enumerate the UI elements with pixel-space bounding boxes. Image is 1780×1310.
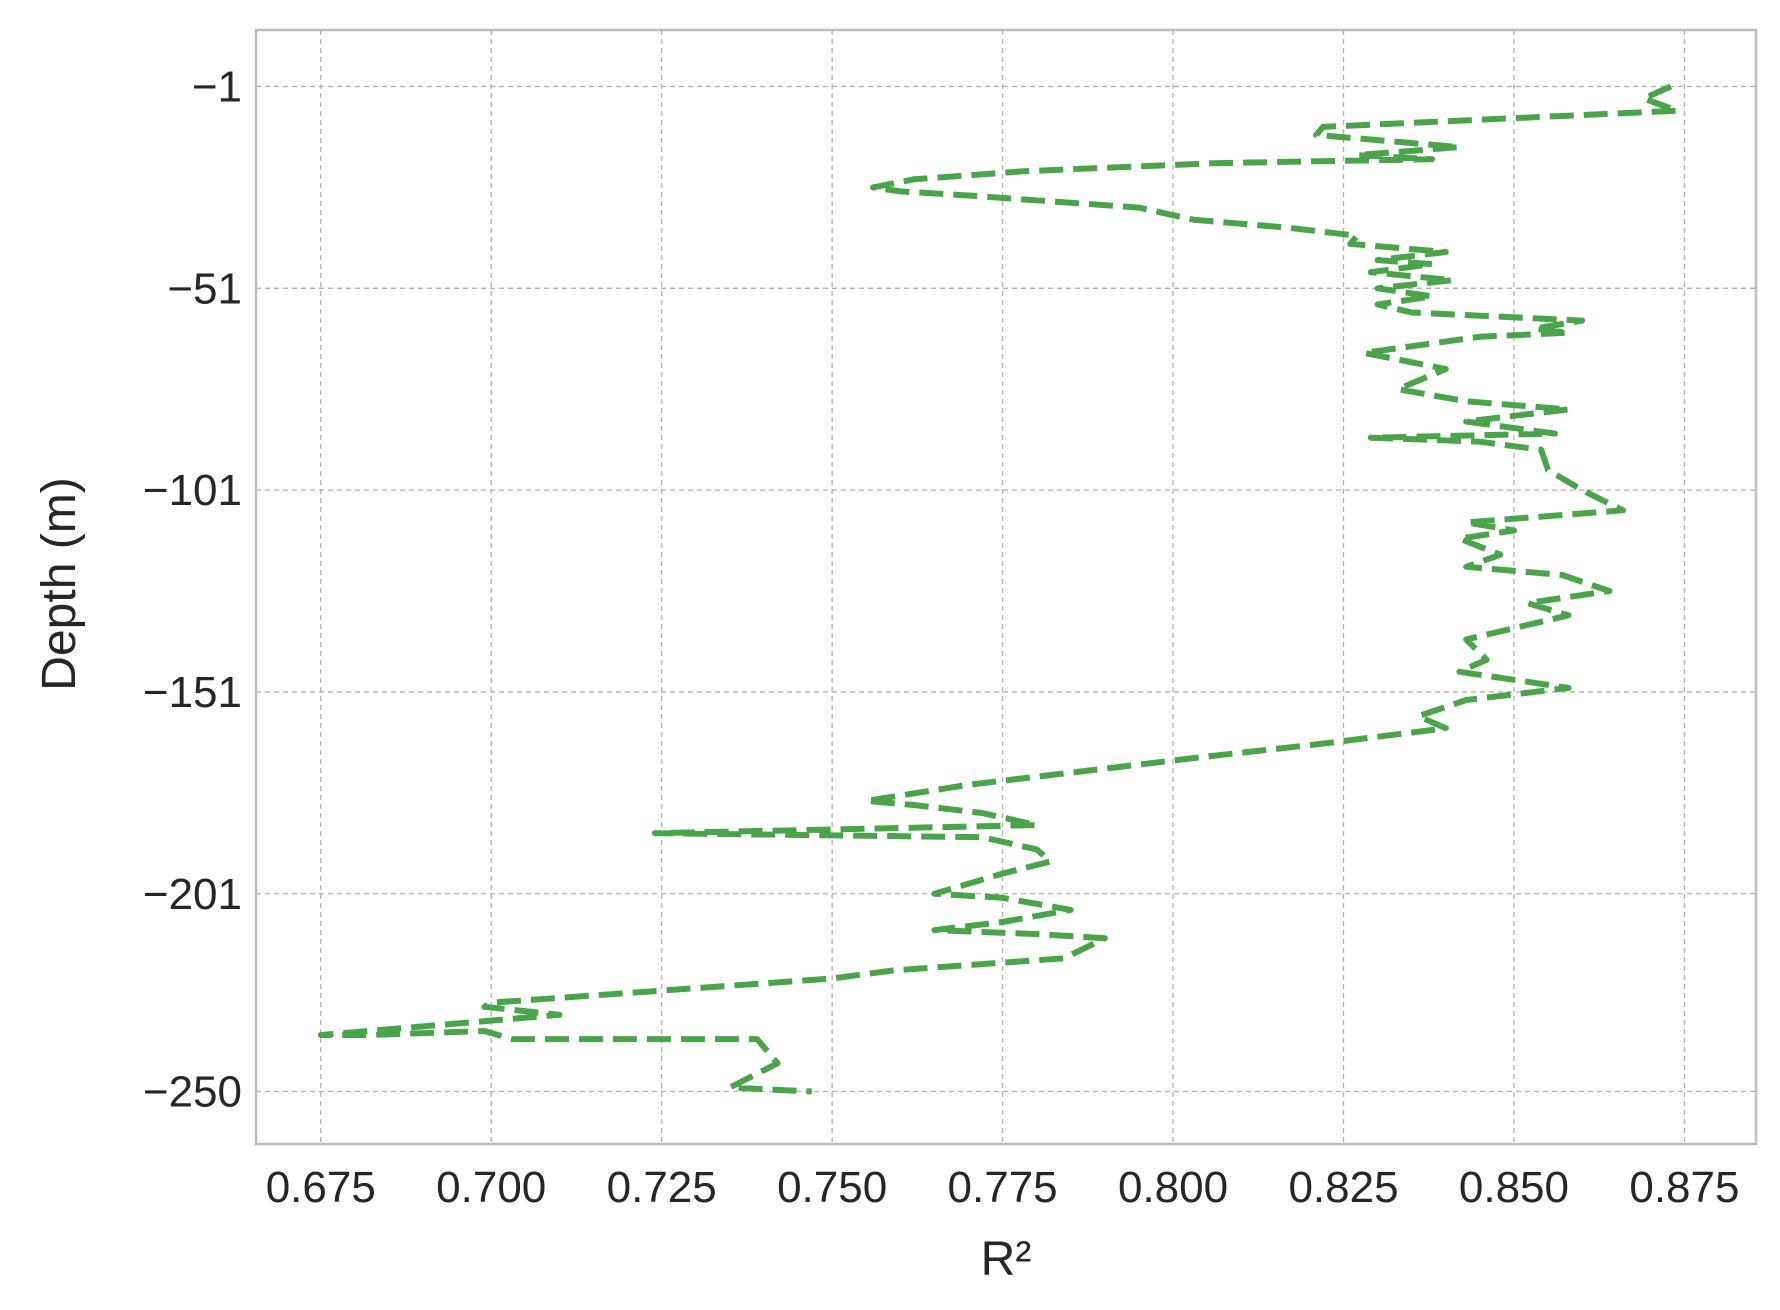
vertical-grid-lines [320,30,1686,1144]
y-tick-label: −51 [167,264,242,313]
x-tick-label: 0.775 [948,1163,1058,1212]
x-tick-label: 0.675 [266,1163,376,1212]
series-layer [317,83,1681,1095]
x-tick-label: 0.825 [1288,1163,1398,1212]
x-tick-label: 0.700 [436,1163,546,1212]
y-tick-label: −101 [143,466,242,515]
plot-frame [254,28,1758,1146]
y-tick-label: −1 [192,63,242,112]
series-line-0 [317,83,1681,1095]
y-axis-tick-labels: −1 −51 −101 −151 −201 −250 [143,63,242,1117]
x-axis-tick-labels: 0.675 0.700 0.725 0.750 0.775 0.800 0.825 0.850… [266,1163,1740,1212]
x-tick-label: 0.800 [1118,1163,1228,1212]
x-tick-label: 0.725 [607,1163,717,1212]
x-tick-label: 0.750 [777,1163,887,1212]
y-tick-label: −151 [143,668,242,717]
y-tick-label: −201 [143,870,242,919]
x-tick-label: 0.850 [1459,1163,1569,1212]
horizontal-grid-lines [256,85,1756,1093]
x-tick-label: 0.875 [1629,1163,1739,1212]
y-tick-label: −250 [143,1068,242,1117]
y-axis-label: Depth (m) [33,477,86,690]
x-axis-label: R² [981,1233,1032,1286]
